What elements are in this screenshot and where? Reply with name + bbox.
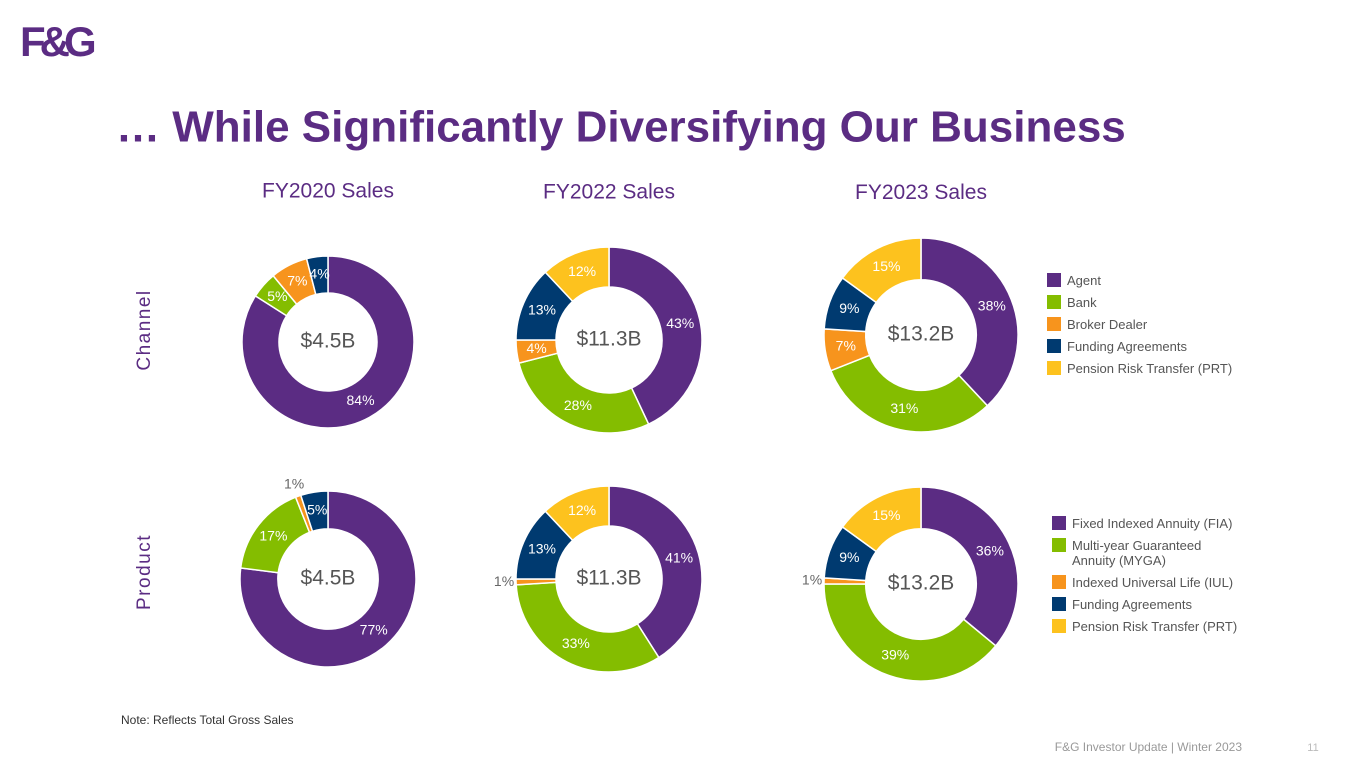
value-label: 5% — [307, 501, 327, 517]
legend-label: Funding Agreements — [1067, 339, 1187, 354]
footer: F&G Investor Update | Winter 2023 — [1055, 740, 1243, 754]
donut-slice — [299, 490, 329, 533]
value-label: 28% — [564, 397, 592, 413]
donut-slice — [829, 354, 989, 433]
donut-slice — [544, 246, 610, 303]
donut-slice — [239, 490, 417, 668]
legend-label: Fixed Indexed Annuity (FIA) — [1072, 516, 1233, 531]
note: Note: Reflects Total Gross Sales — [121, 713, 294, 727]
donut-slice — [920, 237, 1019, 407]
legend-swatch — [1052, 597, 1066, 611]
donut-slice — [544, 485, 610, 542]
row-label: Product — [134, 534, 155, 610]
legend-item: Indexed Universal Life (IUL) — [1052, 575, 1242, 590]
legend-label: Agent — [1067, 273, 1101, 288]
value-label: 5% — [267, 288, 287, 304]
legend-item: Agent — [1047, 273, 1237, 288]
value-label: 17% — [259, 527, 287, 543]
value-label: 9% — [839, 549, 859, 565]
legend-swatch — [1047, 295, 1061, 309]
legend-swatch — [1047, 339, 1061, 353]
legend-item: Funding Agreements — [1052, 597, 1242, 612]
value-label: 12% — [568, 263, 596, 279]
legend-item: Fixed Indexed Annuity (FIA) — [1052, 516, 1242, 531]
value-label: 13% — [528, 541, 556, 557]
value-label: 41% — [665, 549, 693, 565]
legend-swatch — [1052, 619, 1066, 633]
donut-slice — [841, 486, 922, 553]
donut-slice — [241, 255, 415, 429]
legend-label: Broker Dealer — [1067, 317, 1148, 332]
value-label: 77% — [360, 622, 388, 638]
donut-slice — [608, 246, 703, 426]
legend-swatch — [1047, 317, 1061, 331]
column-title: FY2020 Sales — [262, 180, 394, 203]
value-label: 7% — [836, 338, 856, 354]
center-label: $4.5B — [301, 330, 356, 353]
value-label: 39% — [881, 646, 909, 662]
center-label: $11.3B — [577, 567, 642, 590]
donut-slice — [920, 486, 1019, 647]
legend-item: Broker Dealer — [1047, 317, 1237, 332]
value-label: 4% — [309, 266, 329, 282]
legend-label: Bank — [1067, 295, 1097, 310]
donut-slice — [515, 581, 660, 673]
value-label: 15% — [872, 258, 900, 274]
legend-item: Pension Risk Transfer (PRT) — [1047, 361, 1237, 376]
donut-slice — [823, 583, 997, 682]
legend-label: Pension Risk Transfer (PRT) — [1067, 361, 1233, 376]
legend-item: Multi-year Guaranteed Annuity (MYGA) — [1052, 538, 1242, 568]
page-number: 11 — [1307, 742, 1318, 754]
value-label: 84% — [347, 392, 375, 408]
slide-title: … While Significantly Diversifying Our B… — [116, 103, 1126, 152]
value-label: 1% — [802, 571, 822, 587]
value-label: 9% — [839, 300, 859, 316]
legend-swatch — [1047, 361, 1061, 375]
legend-swatch — [1047, 273, 1061, 287]
legend-item: Pension Risk Transfer (PRT) — [1052, 619, 1242, 634]
legend-swatch — [1052, 575, 1066, 589]
value-label: 4% — [526, 340, 546, 356]
center-label: $13.2B — [888, 323, 955, 346]
legend-swatch — [1052, 538, 1066, 552]
value-label: 33% — [562, 635, 590, 651]
value-label: 38% — [978, 298, 1006, 314]
legend: Agent Bank Broker Dealer Funding Agreements… — [1047, 273, 1237, 383]
row-label: Channel — [134, 289, 155, 370]
logo-box — [20, 20, 88, 66]
center-label: $11.3B — [577, 328, 642, 351]
logo: F&G — [20, 18, 95, 65]
value-label: 12% — [568, 502, 596, 518]
center-label: $13.2B — [888, 572, 955, 595]
column-title: FY2022 Sales — [543, 180, 675, 203]
value-label: 36% — [976, 542, 1004, 558]
value-label: 1% — [284, 476, 304, 492]
donut-slice — [518, 352, 650, 434]
value-label: 43% — [666, 315, 694, 331]
value-label: 7% — [287, 273, 307, 289]
legend: Fixed Indexed Annuity (FIA) Multi-year Gu… — [1052, 516, 1242, 641]
legend-label: Indexed Universal Life (IUL) — [1072, 575, 1234, 590]
legend-swatch — [1052, 516, 1066, 530]
donut-slice — [841, 237, 922, 304]
value-label: 1% — [494, 573, 514, 589]
center-label: $4.5B — [301, 567, 356, 590]
value-label: 15% — [872, 507, 900, 523]
donut-slice — [608, 485, 703, 659]
legend-item: Funding Agreements — [1047, 339, 1237, 354]
legend-label: Multi-year Guaranteed Annuity (MYGA) — [1072, 538, 1202, 568]
value-label: 13% — [528, 302, 556, 318]
legend-item: Bank — [1047, 295, 1237, 310]
donut-slice — [305, 255, 329, 296]
legend-label: Funding Agreements — [1072, 597, 1192, 612]
legend-label: Pension Risk Transfer (PRT) — [1072, 619, 1238, 634]
column-title: FY2023 Sales — [855, 181, 987, 204]
value-label: 31% — [890, 400, 918, 416]
